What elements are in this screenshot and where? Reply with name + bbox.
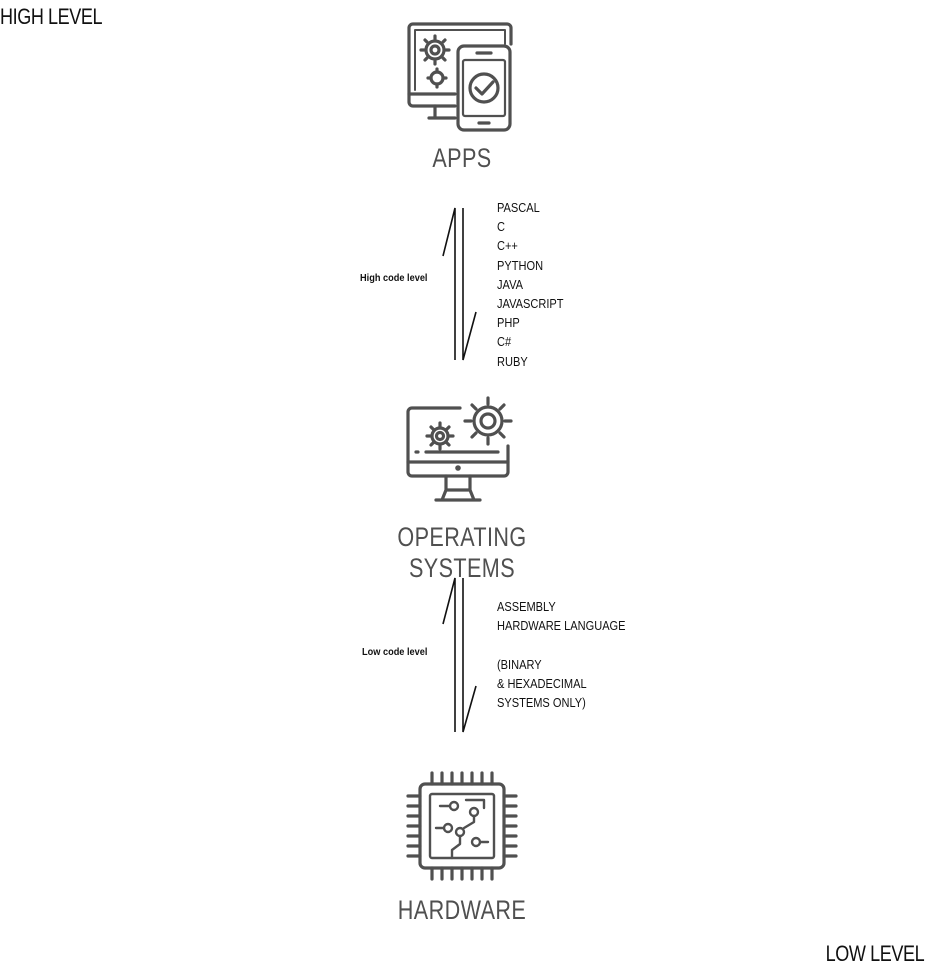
list-item: JAVASCRIPT — [497, 295, 564, 311]
list-item: RUBY — [497, 353, 528, 369]
list-item: & HEXADECIMAL — [497, 675, 587, 691]
apps-label: APPS — [432, 143, 492, 173]
devices-gear-check-icon — [407, 22, 513, 132]
low-level-label: LOW LEVEL — [825, 941, 924, 966]
low-code-level-label: Low code level — [362, 647, 428, 658]
list-item: HARDWARE LANGUAGE — [497, 618, 626, 634]
high-level-languages-list: PASCAL C C++ PYTHON JAVA JAVASCRIPT PHP … — [497, 198, 575, 371]
hardware-label: HARDWARE — [397, 895, 527, 925]
bidirectional-arrows-high — [442, 207, 477, 361]
list-item: C# — [497, 334, 512, 350]
list-item — [497, 635, 626, 654]
operating-systems-label: OPERATING SYSTEMS — [397, 522, 527, 583]
list-item: ASSEMBLY — [497, 599, 556, 614]
high-level-label: HIGH LEVEL — [0, 4, 103, 29]
list-item: JAVA — [497, 276, 524, 292]
bidirectional-arrows-low — [442, 577, 477, 733]
list-item: PASCAL — [497, 200, 540, 215]
low-level-languages-list: ASSEMBLY HARDWARE LANGUAGE (BINARY & HEX… — [497, 597, 648, 712]
list-item: C++ — [497, 238, 518, 254]
list-item: SYSTEMS ONLY) — [497, 694, 586, 710]
list-item: (BINARY — [497, 656, 542, 672]
list-item: PHP — [497, 315, 520, 331]
list-item: PYTHON — [497, 257, 544, 273]
high-code-level-label: High code level — [360, 273, 428, 284]
monitor-gears-icon — [406, 396, 513, 502]
list-item: C — [497, 219, 505, 235]
chip-icon — [406, 771, 518, 881]
